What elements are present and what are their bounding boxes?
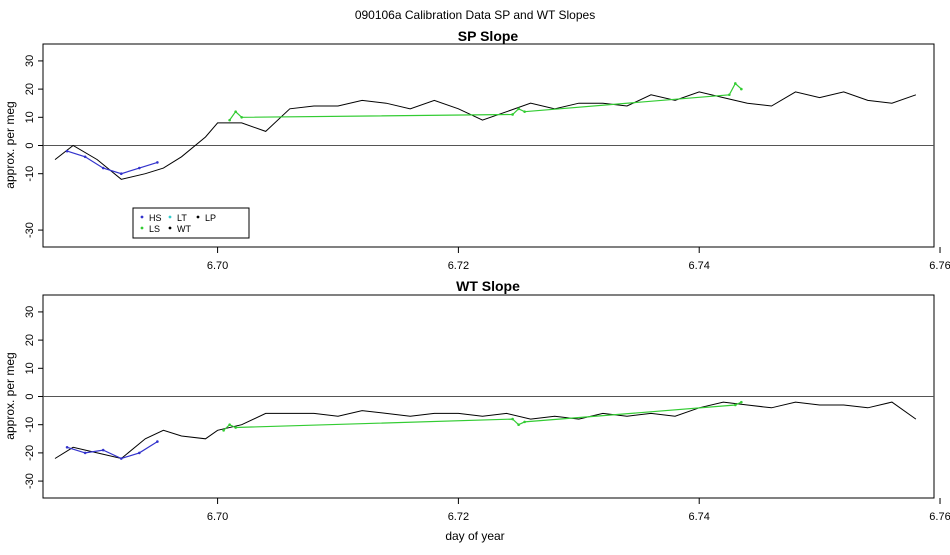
- sp-slope-series-point: [228, 118, 231, 122]
- sp-slope-xtick-label: 6.74: [688, 260, 709, 272]
- sp-slope-series-point: [119, 172, 123, 175]
- wt-slope-ylabel: approx. per meg: [3, 352, 17, 439]
- sp-slope-xtick-label: 6.72: [448, 260, 469, 272]
- legend: HS LT LP LS WT: [132, 207, 250, 239]
- wt-slope-series-point: [156, 440, 159, 443]
- sp-slope-ytick-label: 20: [24, 83, 36, 95]
- legend-entry-ls: LS: [140, 224, 160, 234]
- legend-label-ls: LS: [149, 224, 160, 234]
- sp-slope-ylabel: approx. per meg: [3, 101, 17, 188]
- wt-slope-series-point: [740, 400, 743, 404]
- legend-marker-ls: [140, 226, 144, 230]
- sp-slope-xtick-label: 6.70: [207, 260, 228, 272]
- wt-slope-series-point: [222, 429, 225, 432]
- wt-slope-series-point: [65, 445, 69, 449]
- sp-slope-series-point: [234, 110, 237, 113]
- sp-slope-series-point: [740, 87, 743, 91]
- page-title: 090106a Calibration Data SP and WT Slope…: [355, 8, 595, 22]
- wt-slope-xtick-label: 6.76: [929, 511, 950, 523]
- x-axis-label: day of year: [445, 529, 504, 543]
- wt-slope-xtick-label: 6.74: [688, 511, 709, 523]
- wt-slope-ytick-label: -20: [24, 445, 36, 461]
- legend-label-lt: LT: [177, 213, 187, 223]
- legend-entry-hs: HS: [140, 213, 162, 223]
- sp-slope-xtick-label: 6.76: [929, 260, 950, 272]
- sp-slope-series-line: [54, 91, 917, 180]
- wt-slope-ytick-label: -30: [24, 473, 36, 489]
- sp-slope-series-point: [240, 116, 243, 119]
- wt-slope-xtick-label: 6.72: [448, 511, 469, 523]
- wt-slope-marks: -30 -20 -10 0 10 20 30 6.70 6.72 6.74 6.76: [24, 306, 950, 523]
- wt-slope-series-point: [234, 426, 237, 429]
- sp-slope-ytick-label: 10: [24, 111, 36, 123]
- wt-slope-series-point: [523, 420, 526, 424]
- legend-entry-lt: LT: [168, 213, 187, 223]
- legend-marker-hs: [140, 215, 144, 219]
- wt-slope-xtick-label: 6.70: [207, 511, 228, 523]
- wt-slope-series-point: [511, 417, 514, 421]
- sp-slope-marks: -30 -10 0 10 20 30 6.70 6.72 6.74 6.76: [24, 55, 950, 272]
- sp-slope-series-point: [734, 82, 737, 85]
- wt-slope-series-point: [517, 423, 520, 426]
- legend-label-hs: HS: [149, 213, 162, 223]
- wt-slope-series-point: [83, 451, 87, 455]
- sp-slope-title: SP Slope: [458, 28, 519, 44]
- sp-slope-panel: SP Slope approx. per meg -30 -10 0 10 20 30 6.…: [3, 28, 950, 272]
- wt-slope-series-point: [228, 423, 231, 426]
- wt-slope-panel: WT Slope approx. per meg -30 -20 -10 0 10 20 3…: [3, 278, 950, 523]
- sp-slope-series-line: [229, 82, 742, 121]
- sp-slope-ytick-label: -30: [24, 222, 36, 238]
- legend-label-lp: LP: [205, 213, 216, 223]
- wt-slope-ytick-label: 20: [24, 334, 36, 346]
- legend-marker-wt: [168, 226, 172, 230]
- wt-slope-series-point: [734, 403, 737, 407]
- sp-slope-ytick-label: -10: [24, 166, 36, 182]
- sp-slope-ytick-label: 0: [24, 142, 36, 148]
- wt-slope-ytick-label: 10: [24, 362, 36, 374]
- legend-box: [132, 207, 250, 239]
- wt-slope-ytick-label: -10: [24, 417, 36, 433]
- wt-slope-ytick-label: 30: [24, 306, 36, 318]
- wt-slope-series-point: [101, 448, 105, 452]
- sp-slope-series-point: [101, 166, 105, 170]
- sp-slope-series-point: [138, 166, 141, 170]
- sp-slope-series-point: [65, 149, 69, 153]
- wt-slope-series-point: [119, 457, 123, 460]
- sp-slope-series-point: [511, 113, 514, 116]
- legend-marker-lp: [196, 215, 200, 219]
- sp-slope-series-point: [156, 161, 159, 164]
- sp-slope-series-point: [83, 155, 87, 159]
- legend-marker-lt: [168, 215, 172, 219]
- wt-slope-series-point: [138, 451, 141, 455]
- wt-slope-title: WT Slope: [456, 278, 520, 294]
- sp-slope-ytick-label: 30: [24, 55, 36, 67]
- sp-slope-series-point: [728, 93, 731, 97]
- legend-entry-lp: LP: [196, 213, 216, 223]
- sp-slope-series-point: [523, 110, 526, 113]
- sp-slope-series-point: [517, 107, 520, 111]
- sp-slope-series-line: [66, 150, 158, 175]
- wt-slope-series-line: [66, 441, 158, 460]
- wt-slope-series-line: [54, 401, 917, 460]
- legend-entry-wt: WT: [168, 224, 191, 234]
- legend-label-wt: WT: [177, 224, 191, 234]
- wt-slope-ytick-label: 0: [24, 393, 36, 399]
